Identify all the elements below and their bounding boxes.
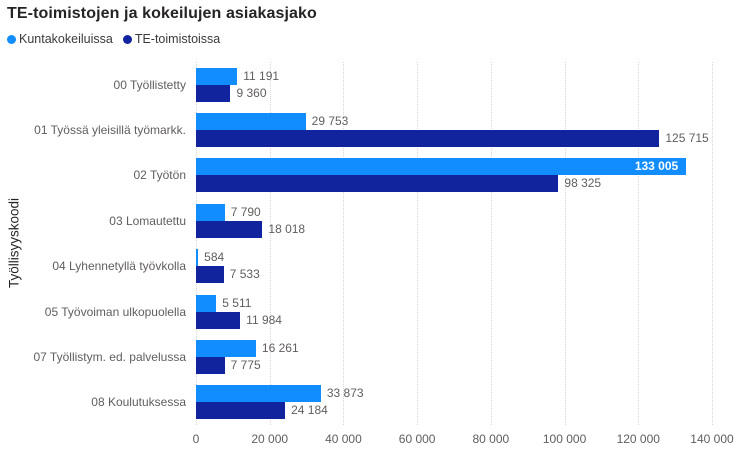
- gridline: [564, 62, 566, 425]
- bar-kuntakokeiluissa[interactable]: [196, 385, 321, 403]
- bar-value-label: 33 873: [326, 386, 364, 401]
- gridline: [343, 62, 345, 425]
- bar-kuntakokeiluissa[interactable]: [196, 158, 687, 176]
- gridline: [269, 62, 271, 425]
- legend-dot-icon: [122, 34, 132, 44]
- legend-label: TE-toimistoissa: [134, 32, 221, 46]
- chart-title: TE-toimistojen ja kokeilujen asiakasjako: [7, 5, 317, 22]
- bar-te-toimistoissa[interactable]: [196, 311, 241, 329]
- bar-te-toimistoissa[interactable]: [196, 130, 660, 148]
- bar-kuntakokeiluissa[interactable]: [196, 249, 199, 267]
- bar-kuntakokeiluissa[interactable]: [196, 339, 256, 357]
- legend-item-te-toimistoissa[interactable]: TE-toimistoissa: [122, 32, 221, 46]
- bar-value-label: 11 191: [243, 68, 280, 83]
- category-label: 05 Työvoiman ulkopuolella: [44, 304, 186, 319]
- category-label: 01 Työssä yleisillä työmarkk.: [34, 123, 186, 138]
- bar-value-label: 98 325: [564, 176, 602, 191]
- bar-kuntakokeiluissa[interactable]: [196, 203, 225, 221]
- gridline: [196, 62, 197, 425]
- category-label: 00 Työllistetty: [113, 77, 186, 92]
- bar-te-toimistoissa[interactable]: [196, 402, 286, 420]
- bar-value-label: 7 533: [229, 267, 260, 282]
- category-label: 04 Lyhennetyllä työvkolla: [52, 259, 186, 274]
- bar-value-label: 9 360: [236, 85, 267, 100]
- bar-value-label: 16 261: [261, 340, 299, 355]
- bar-value-label: 24 184: [291, 403, 328, 418]
- x-tick-label: 100 000: [542, 432, 587, 446]
- x-tick-label: 60 000: [398, 432, 436, 446]
- category-label: 03 Lomautettu: [109, 213, 186, 228]
- gridline: [490, 62, 492, 425]
- bar-value-label: 584: [204, 250, 225, 265]
- x-tick-label: 0: [192, 432, 200, 446]
- x-tick-label: 20 000: [251, 432, 289, 446]
- bar-kuntakokeiluissa[interactable]: [196, 113, 306, 131]
- bar-value-label: 18 018: [268, 221, 306, 236]
- gridline: [712, 62, 713, 425]
- bar-kuntakokeiluissa[interactable]: [196, 67, 238, 85]
- category-label: 08 Koulutuksessa: [91, 395, 186, 410]
- bar-value-label: 133 005: [634, 159, 679, 174]
- legend-item-kuntakokeiluissa[interactable]: Kuntakokeiluissa: [7, 32, 113, 46]
- bar-value-label: 7 790: [230, 204, 261, 219]
- bar-te-toimistoissa[interactable]: [196, 266, 224, 284]
- x-tick-label: 40 000: [325, 432, 362, 446]
- x-tick-label: 120 000: [616, 432, 660, 446]
- bar-value-label: 29 753: [311, 114, 349, 129]
- bar-kuntakokeiluissa[interactable]: [196, 294, 217, 312]
- bar-value-label: 11 984: [246, 312, 282, 327]
- category-label: 02 Työtön: [133, 168, 187, 183]
- bar-te-toimistoissa[interactable]: [196, 175, 559, 193]
- bar-te-toimistoissa[interactable]: [196, 220, 263, 238]
- legend-dot-icon: [7, 34, 16, 44]
- bar-value-label: 7 775: [230, 357, 261, 372]
- bar-value-label: 5 511: [222, 295, 252, 310]
- category-label: 07 Työllistym. ed. palvelussa: [33, 349, 186, 364]
- legend: Kuntakokeiluissa TE-toimistoissa: [7, 32, 220, 46]
- bar-te-toimistoissa[interactable]: [196, 84, 231, 102]
- gridline: [417, 62, 419, 425]
- bar-value-label: 125 715: [665, 131, 709, 146]
- bar-te-toimistoissa[interactable]: [196, 356, 225, 374]
- x-tick-label: 80 000: [472, 432, 510, 446]
- x-tick-label: 140 000: [690, 432, 734, 446]
- legend-label: Kuntakokeiluissa: [19, 32, 113, 46]
- gridline: [638, 62, 640, 425]
